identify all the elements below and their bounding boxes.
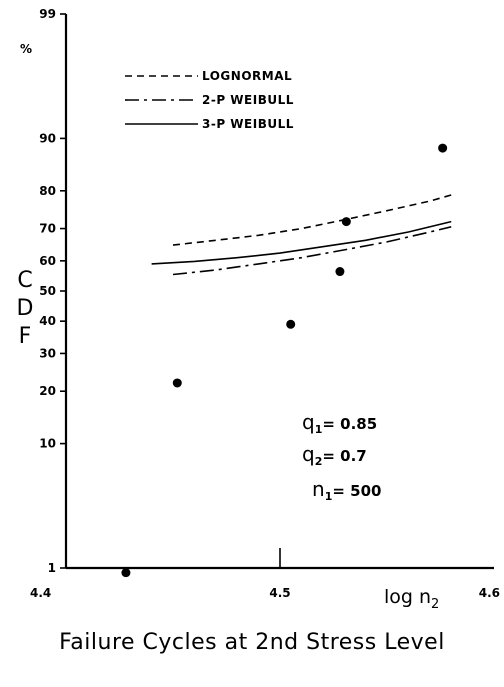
y-tick-label: 99 — [39, 7, 56, 21]
x-axis-label-text: log n — [384, 586, 432, 608]
parameter-symbol: q — [302, 410, 315, 434]
x-tick-label: 4.6 — [479, 586, 500, 600]
y-tick-label: 20 — [39, 384, 56, 398]
parameter-annotation: q2= 0.7 — [302, 442, 367, 468]
chart-series — [151, 194, 452, 276]
parameter-symbol: n — [312, 477, 325, 501]
parameter-subscript: 2 — [314, 455, 323, 468]
parameter-value: = 500 — [332, 482, 382, 500]
data-point — [335, 267, 345, 277]
parameter-annotation: n1= 500 — [312, 477, 381, 503]
x-axis-ticks: 4.4 4.5 4.6 — [30, 548, 500, 600]
series-line-lognormal — [172, 194, 452, 246]
data-point — [121, 568, 131, 578]
y-tick-label: 70 — [39, 222, 56, 236]
parameter-annotation: q1= 0.85 — [302, 410, 377, 436]
y-axis-label-letter: F — [18, 324, 32, 349]
legend-label: 3-P WEIBULL — [202, 117, 294, 131]
x-tick-label: 4.4 — [30, 586, 51, 600]
y-tick-label: 40 — [39, 314, 56, 328]
data-points — [121, 143, 448, 578]
legend-label: 2-P WEIBULL — [202, 93, 294, 107]
x-axis-label-sub: 2 — [431, 596, 440, 612]
y-axis-label-letter: C — [17, 268, 33, 293]
y-tick-label: 30 — [39, 346, 56, 360]
y-tick-label: 80 — [39, 184, 56, 198]
chart-caption: Failure Cycles at 2nd Stress Level — [59, 630, 445, 655]
y-tick-label: 1 — [48, 561, 56, 575]
data-point — [286, 319, 296, 329]
y-tick-label: 60 — [39, 254, 56, 268]
series-line-2-p-weibull — [172, 226, 452, 276]
parameter-symbol: q — [302, 442, 315, 466]
parameter-subscript: 1 — [324, 490, 333, 503]
parameter-value: = 0.7 — [322, 447, 367, 465]
chart-legend: LOGNORMAL 2-P WEIBULL 3-P WEIBULL — [125, 69, 294, 131]
data-point — [341, 217, 351, 227]
series-line-3-p-weibull — [151, 220, 452, 265]
x-axis-label: log n2 — [384, 586, 439, 612]
y-axis-unit: % — [20, 42, 33, 56]
x-tick-label: 4.5 — [269, 586, 290, 600]
parameter-subscript: 1 — [314, 423, 323, 436]
parameter-value: = 0.85 — [322, 415, 378, 433]
y-tick-label: 50 — [39, 284, 56, 298]
data-point — [172, 378, 182, 388]
y-axis-ticks: 1 10 20 30 40 50 60 70 80 90 99 — [39, 7, 66, 575]
y-axis-label-letter: D — [16, 296, 34, 321]
data-point — [438, 143, 448, 153]
y-tick-label: 10 — [39, 437, 56, 451]
y-tick-label: 90 — [39, 131, 56, 145]
legend-label: LOGNORMAL — [202, 69, 292, 83]
